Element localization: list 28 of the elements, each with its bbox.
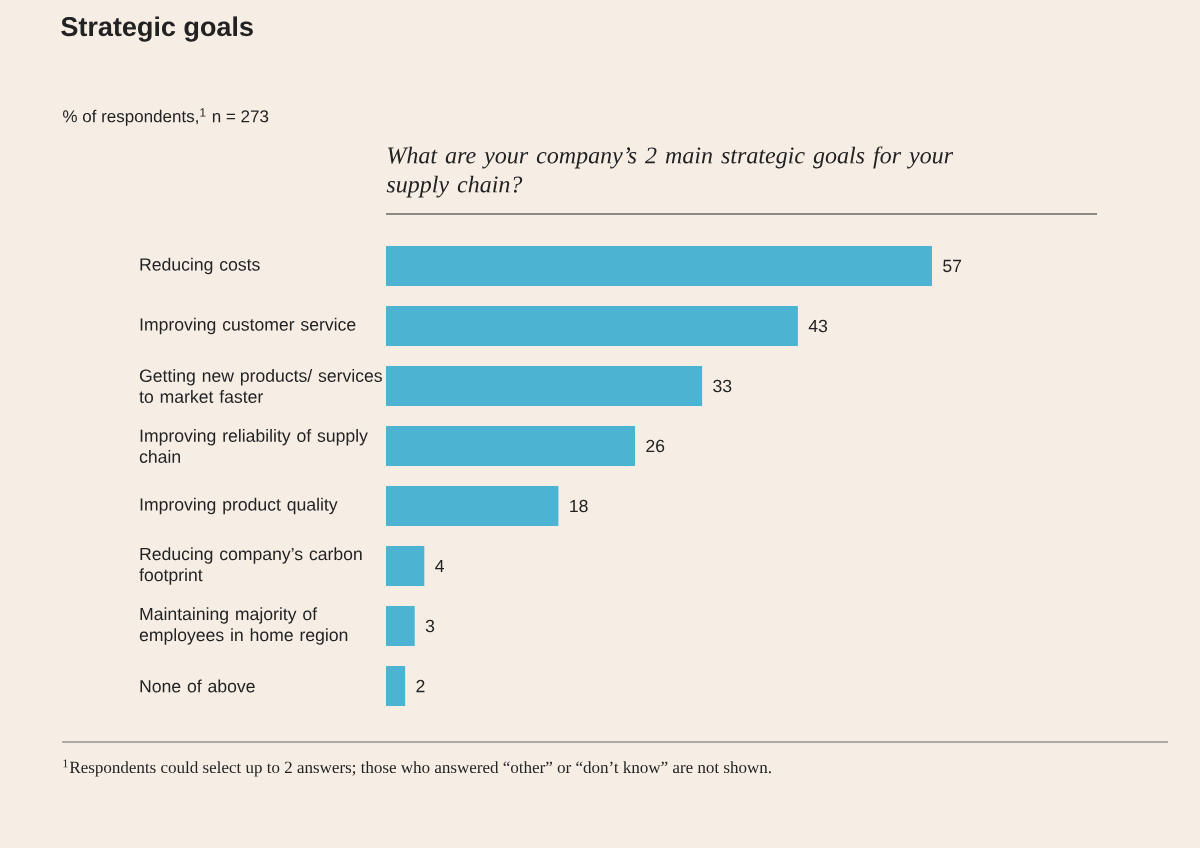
data-label: 33 xyxy=(713,379,732,393)
y-tick-label: None of above xyxy=(140,679,255,693)
y-tick-label: Improving customer service xyxy=(140,317,356,335)
text: $^{1}$Respondents could select up to 2 answers; those who answered “other” or “don’t know” are not shown. xyxy=(63,759,771,777)
data-label: 4 xyxy=(435,559,444,573)
y-tick-label: Maintaining majority of employees in home region xyxy=(139,607,348,645)
data-label: 18 xyxy=(570,499,588,513)
text: What are your company’s 2 main strategic goals for your supply chain? xyxy=(386,146,954,198)
data-label: 3 xyxy=(425,619,435,633)
bar xyxy=(386,425,636,466)
text: % of respondents,$^{1}$ n = 273 xyxy=(63,108,269,126)
bar xyxy=(386,665,406,706)
bar xyxy=(386,366,703,406)
y-tick-label: Improving product quality xyxy=(140,497,338,515)
bar xyxy=(386,306,798,346)
data-label: 26 xyxy=(646,439,665,453)
y-tick-label: Reducing costs xyxy=(140,257,260,275)
bar xyxy=(386,545,425,586)
y-tick-label: Improving reliability of supply chain xyxy=(139,429,368,463)
y-tick-label: Reducing company’s carbon footprint xyxy=(139,547,362,585)
bar xyxy=(386,605,415,646)
text: Strategic goals xyxy=(61,16,253,42)
bar xyxy=(386,246,932,286)
data-label: 43 xyxy=(808,319,828,333)
y-tick-label: Getting new products/ services to market faster xyxy=(139,369,382,403)
data-label: 57 xyxy=(943,259,962,273)
bar xyxy=(386,485,559,526)
data-label: 2 xyxy=(416,679,425,693)
